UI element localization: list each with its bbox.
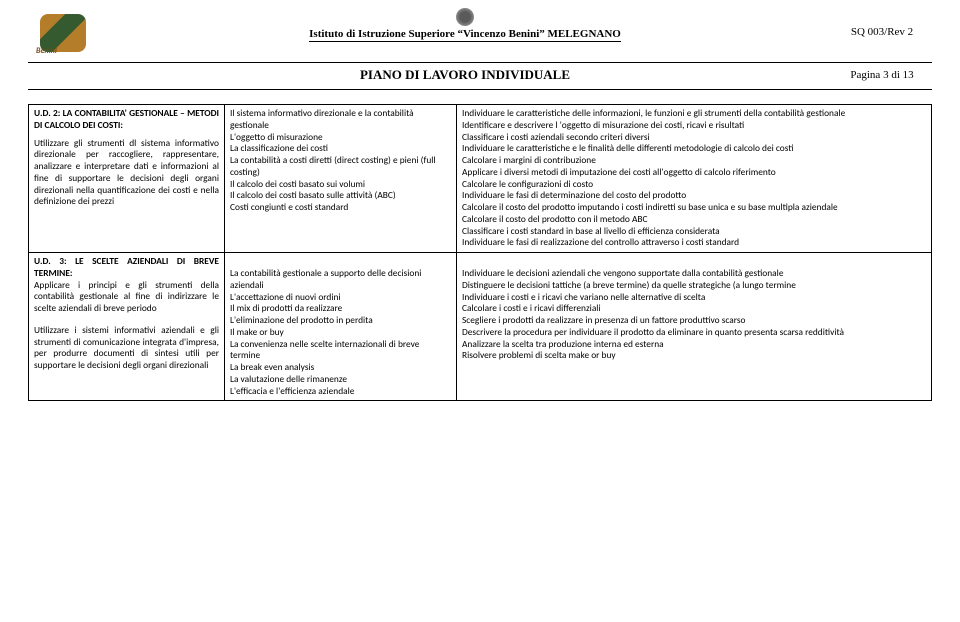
emblem-icon: [456, 8, 474, 26]
ud3-p2: Utilizzare i sistemi informativi azienda…: [34, 325, 219, 372]
ud3-c3-l5: Scegliere i prodotti da realizzare in pr…: [462, 315, 926, 327]
title-row: PIANO DI LAVORO INDIVIDUALE Pagina 3 di …: [28, 63, 932, 90]
page-number: Pagina 3 di 13: [832, 69, 932, 81]
ud2-c2-l1: Il sistema informativo direzionale e la …: [230, 108, 451, 132]
cell-ud3-col1: U.D. 3: LE SCELTE AZIENDALI DI BREVE TER…: [29, 253, 225, 401]
cell-ud3-col3: Individuare le decisioni aziendali che v…: [457, 253, 932, 401]
ud2-c3-l12: Individuare le fasi di realizzazione del…: [462, 237, 926, 249]
ud3-p1: Applicare i principi e gli strumenti del…: [34, 280, 219, 315]
ud2-c3-l9: Calcolare il costo del prodotto imputand…: [462, 202, 926, 214]
table-row: U.D. 3: LE SCELTE AZIENDALI DI BREVE TER…: [29, 253, 932, 401]
ud2-c3-l1: Individuare le caratteristiche delle inf…: [462, 108, 926, 120]
cell-ud2-col1: U.D. 2: LA CONTABILITA' GESTIONALE – MET…: [29, 105, 225, 253]
ud3-c2-l9: L'efficacia e l'efficienza aziendale: [230, 386, 451, 398]
cell-ud3-col2: La contabilità gestionale a supporto del…: [225, 253, 457, 401]
ud2-c3-l5: Calcolare i margini di contribuzione: [462, 155, 926, 167]
ud3-title: U.D. 3: LE SCELTE AZIENDALI DI BREVE TER…: [34, 256, 219, 280]
table-row: U.D. 2: LA CONTABILITA' GESTIONALE – MET…: [29, 105, 932, 253]
ud3-c2-l5: Il make or buy: [230, 327, 451, 339]
page-root: Istituto di Istruzione Superiore “Vincen…: [0, 0, 960, 622]
school-logo-icon: [40, 14, 86, 52]
header-middle: Istituto di Istruzione Superiore “Vincen…: [98, 8, 832, 42]
ud3-c2-l6: La convenienza nelle scelte internaziona…: [230, 339, 451, 363]
ud2-c3-l6: Applicare i diversi metodi di imputazion…: [462, 167, 926, 179]
ud3-c2-l1: La contabilità gestionale a supporto del…: [230, 268, 451, 292]
logo-cell: [28, 8, 98, 58]
ud3-c2-l8: La valutazione delle rimanenze: [230, 374, 451, 386]
institute-name: Istituto di Istruzione Superiore “Vincen…: [309, 28, 621, 42]
ud3-c2-l7: La break even analysis: [230, 362, 451, 374]
ud3-c3-l6: Descrivere la procedura per individuare …: [462, 327, 926, 339]
ud2-c3-l10: Calcolare il costo del prodotto con il m…: [462, 214, 926, 226]
ud2-body: Utilizzare gli strumenti dl sistema info…: [34, 138, 219, 209]
cell-ud2-col3: Individuare le caratteristiche delle inf…: [457, 105, 932, 253]
ud2-c2-l7: Costi congiunti e costi standard: [230, 202, 451, 214]
sq-code: SQ 003/Rev 2: [832, 8, 932, 38]
ud2-c3-l2: Identificare e descrivere l 'oggetto di …: [462, 120, 926, 132]
ud3-c3-l2: Distinguere le decisioni tattiche (a bre…: [462, 280, 926, 292]
cell-ud2-col2: Il sistema informativo direzionale e la …: [225, 105, 457, 253]
header-row: Istituto di Istruzione Superiore “Vincen…: [28, 8, 932, 63]
ud2-c2-l4: La contabilità a costi diretti (direct c…: [230, 155, 451, 179]
ud3-c2-l4: L'eliminazione del prodotto in perdita: [230, 315, 451, 327]
content-table: U.D. 2: LA CONTABILITA' GESTIONALE – MET…: [28, 104, 932, 401]
ud3-c3-l1: Individuare le decisioni aziendali che v…: [462, 268, 926, 280]
ud3-c3-l8: Risolvere problemi di scelta make or buy: [462, 350, 926, 362]
document-title: PIANO DI LAVORO INDIVIDUALE: [98, 67, 832, 83]
ud2-title: U.D. 2: LA CONTABILITA' GESTIONALE – MET…: [34, 108, 219, 132]
